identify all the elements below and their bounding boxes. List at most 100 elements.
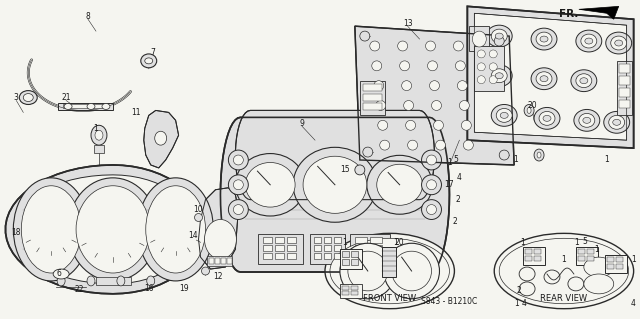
Bar — [534, 256, 541, 261]
Ellipse shape — [376, 100, 386, 110]
Ellipse shape — [500, 112, 508, 118]
Text: 13: 13 — [403, 19, 412, 28]
Ellipse shape — [370, 41, 380, 51]
Ellipse shape — [477, 50, 485, 58]
Bar — [275, 237, 284, 243]
Ellipse shape — [544, 270, 560, 284]
Ellipse shape — [492, 69, 507, 83]
Ellipse shape — [431, 100, 442, 110]
Ellipse shape — [486, 25, 512, 47]
Ellipse shape — [145, 58, 153, 64]
Bar — [324, 245, 331, 251]
Ellipse shape — [574, 109, 600, 131]
Ellipse shape — [23, 93, 33, 101]
Text: 16: 16 — [144, 284, 154, 293]
Bar — [381, 247, 396, 277]
Ellipse shape — [492, 105, 517, 126]
Ellipse shape — [604, 111, 630, 133]
Ellipse shape — [453, 41, 463, 51]
Bar — [350, 234, 390, 264]
Bar — [207, 256, 232, 266]
Ellipse shape — [141, 54, 157, 68]
Ellipse shape — [234, 180, 243, 190]
Ellipse shape — [612, 119, 621, 125]
Ellipse shape — [579, 114, 595, 127]
Text: 1: 1 — [513, 155, 518, 165]
Bar — [275, 253, 284, 259]
Text: 20: 20 — [395, 238, 404, 247]
Ellipse shape — [435, 140, 445, 150]
Ellipse shape — [461, 120, 471, 130]
Ellipse shape — [494, 36, 504, 46]
Bar — [619, 76, 630, 85]
Text: 14: 14 — [188, 231, 197, 240]
Bar — [370, 245, 381, 251]
Ellipse shape — [21, 186, 81, 273]
Ellipse shape — [408, 140, 417, 150]
Ellipse shape — [392, 251, 431, 291]
Text: 8: 8 — [86, 12, 90, 21]
Ellipse shape — [426, 155, 436, 165]
Polygon shape — [198, 188, 238, 269]
Ellipse shape — [95, 130, 103, 140]
Bar — [216, 258, 220, 264]
Text: 1: 1 — [595, 245, 599, 254]
Ellipse shape — [102, 103, 110, 109]
Ellipse shape — [380, 140, 390, 150]
Ellipse shape — [91, 125, 107, 145]
Bar — [63, 105, 108, 108]
Text: 18: 18 — [12, 228, 21, 237]
Ellipse shape — [495, 33, 503, 39]
Ellipse shape — [422, 200, 442, 219]
Bar — [263, 253, 272, 259]
Ellipse shape — [524, 105, 534, 116]
Bar — [370, 237, 381, 243]
Bar — [227, 258, 232, 264]
Ellipse shape — [87, 103, 95, 109]
Bar — [523, 247, 545, 265]
Ellipse shape — [499, 238, 628, 304]
Ellipse shape — [397, 41, 408, 51]
Ellipse shape — [477, 76, 485, 84]
Bar — [355, 237, 367, 243]
Ellipse shape — [499, 150, 509, 160]
Ellipse shape — [422, 150, 442, 170]
Polygon shape — [579, 6, 619, 19]
Text: FRONT VIEW: FRONT VIEW — [363, 294, 416, 303]
Ellipse shape — [534, 108, 560, 129]
Ellipse shape — [519, 282, 535, 296]
Ellipse shape — [68, 178, 157, 281]
Ellipse shape — [571, 70, 596, 92]
Bar — [324, 253, 331, 259]
Polygon shape — [474, 13, 627, 140]
Ellipse shape — [234, 155, 243, 165]
Bar — [342, 259, 349, 265]
Bar — [334, 237, 341, 243]
Ellipse shape — [374, 81, 384, 91]
Bar — [342, 251, 349, 257]
Bar — [534, 249, 541, 254]
Bar — [619, 88, 630, 97]
Ellipse shape — [534, 149, 544, 161]
Polygon shape — [13, 175, 195, 284]
Ellipse shape — [496, 108, 512, 122]
Bar — [263, 237, 272, 243]
Ellipse shape — [609, 115, 625, 129]
Bar — [351, 286, 358, 290]
Ellipse shape — [228, 200, 248, 219]
Ellipse shape — [460, 100, 469, 110]
Bar — [314, 245, 321, 251]
Bar — [619, 64, 630, 73]
Text: 1: 1 — [561, 255, 566, 263]
Ellipse shape — [355, 165, 365, 175]
Ellipse shape — [494, 234, 634, 309]
Text: 1: 1 — [447, 159, 452, 167]
Ellipse shape — [543, 115, 551, 121]
Ellipse shape — [489, 50, 497, 58]
Polygon shape — [355, 26, 514, 165]
Bar — [363, 84, 381, 91]
Ellipse shape — [245, 162, 295, 207]
Ellipse shape — [377, 164, 422, 205]
Bar — [576, 247, 598, 265]
Ellipse shape — [531, 28, 557, 50]
